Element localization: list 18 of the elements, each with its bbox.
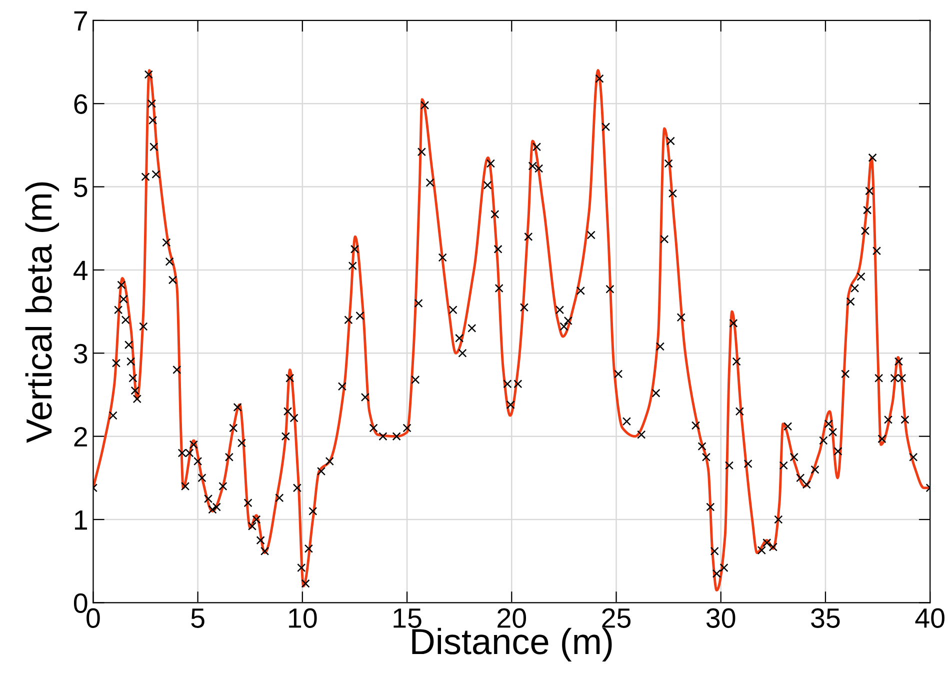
y-tick-label: 5 (74, 178, 88, 198)
y-tick-label: 7 (74, 11, 87, 30)
y-tick-label: 0 (74, 593, 88, 614)
y-tick-label: 4 (74, 260, 88, 280)
y-axis-title: Vertical beta (m) (25, 182, 59, 443)
y-tick-label: 3 (74, 344, 88, 364)
x-tick-label: 5 (191, 608, 204, 628)
x-axis-title: Distance (m) (412, 628, 612, 662)
x-tick-label: 20 (498, 608, 526, 628)
x-tick-label: 25 (602, 608, 631, 628)
x-tick-label: 40 (915, 608, 944, 628)
x-tick-label: 15 (394, 608, 422, 628)
y-tick-label: 2 (74, 426, 87, 446)
y-tick-label: 6 (74, 94, 88, 114)
x-tick-label: 35 (811, 608, 840, 628)
y-tick-label: 1 (75, 510, 87, 530)
x-tick-label: 10 (289, 608, 317, 628)
x-tick-label: 30 (706, 608, 736, 628)
